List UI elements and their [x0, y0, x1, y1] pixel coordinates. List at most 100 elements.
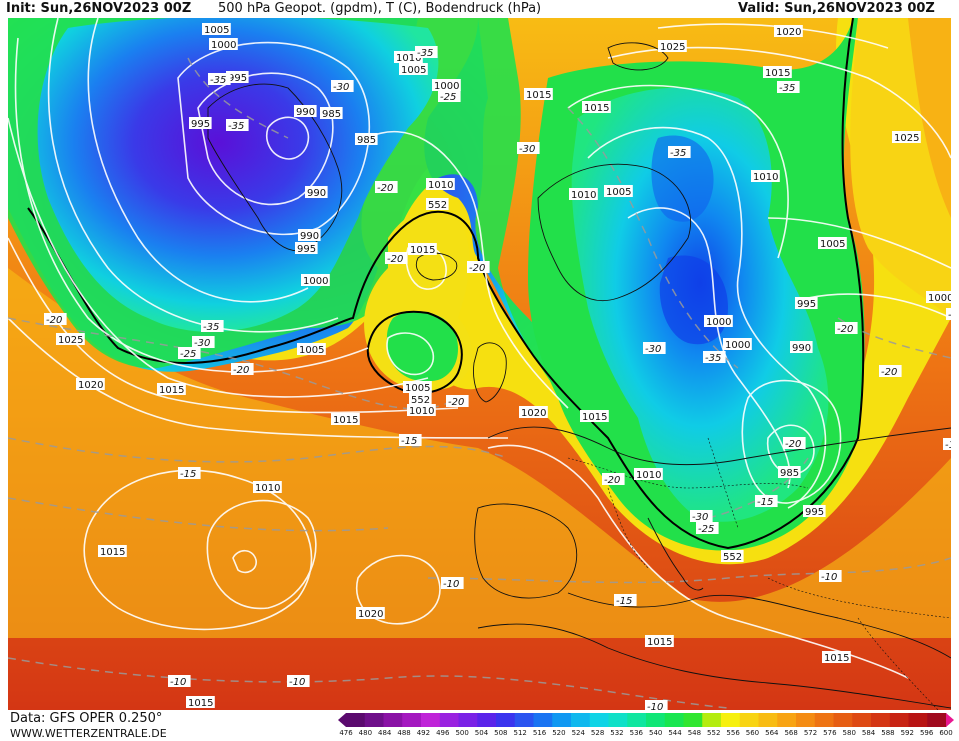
pressure-label-text: 1015 — [333, 415, 358, 426]
legend-tick: 596 — [919, 729, 934, 737]
temperature-label-text: -35 — [203, 322, 219, 333]
temperature-label-text: -20 — [785, 439, 801, 450]
legend-tick: 592 — [900, 729, 914, 737]
borders — [567, 437, 951, 710]
temperature-label-text: -20 — [46, 315, 62, 326]
border — [767, 577, 951, 619]
pressure-label: 985 — [778, 466, 801, 479]
legend-tick: 536 — [629, 729, 643, 737]
pressure-label: 1000 — [301, 274, 330, 287]
temperature-label-text: -30 — [194, 338, 210, 349]
green-cutoff-iceland — [386, 311, 458, 382]
border — [567, 457, 809, 489]
pressure-label-text: 995 — [297, 244, 316, 255]
pressure-label-text: 1015 — [526, 90, 551, 101]
pressure-label: 1000 — [723, 338, 752, 351]
isobar — [87, 18, 309, 303]
pressure-label-text: 1020 — [776, 27, 801, 38]
pressure-label-text: 1025 — [894, 133, 919, 144]
temperature-label: -30 — [192, 336, 215, 349]
temperature-label-text: -20 — [448, 397, 464, 408]
legend-tick: 520 — [552, 729, 566, 737]
coastline-svalbard — [607, 42, 669, 71]
legend-swatch — [346, 713, 366, 727]
temperature-label: -10 — [645, 700, 668, 710]
pressure-label: 1010 — [634, 468, 663, 481]
pressure-label-text: 1005 — [606, 187, 631, 198]
legend-swatch — [439, 713, 459, 727]
pressure-label: 1025 — [658, 40, 687, 53]
legend-tick: 488 — [397, 729, 411, 737]
temperature-label-text: -35 — [210, 75, 226, 86]
isotherm — [187, 57, 289, 139]
temperature-label: -30 — [690, 510, 713, 523]
temperature-label-text: -25 — [180, 349, 196, 360]
pressure-label: 1005 — [202, 23, 231, 36]
pressure-label-text: 985 — [322, 109, 341, 120]
legend-swatch — [627, 713, 647, 727]
legend-tick: 564 — [765, 729, 779, 737]
legend-swatch — [871, 713, 891, 727]
temperature-label: -20 — [44, 313, 67, 326]
legend-swatch — [664, 713, 684, 727]
temperature-label-text: -10 — [945, 440, 951, 451]
legend-swatch — [477, 713, 497, 727]
temperature-label-text: -10 — [821, 572, 837, 583]
temperature-label: -20 — [375, 181, 398, 194]
legend-swatch — [852, 713, 872, 727]
pressure-label: 1010 — [426, 178, 455, 191]
pressure-label: 990 — [298, 229, 321, 242]
temperature-label: -20 — [946, 308, 951, 321]
pressure-label-text: 1010 — [636, 470, 661, 481]
legend-swatch — [589, 713, 609, 727]
pressure-label-text: 1015 — [647, 637, 672, 648]
pressure-label: 1005 — [818, 237, 847, 250]
pressure-labels: 1005 1000 1010 1005 1025 1020 1015 995 1000 1015 1… — [56, 23, 951, 709]
pressure-label: 1000 — [209, 38, 238, 51]
legend-arrow-right — [946, 713, 954, 727]
map-title: 500 hPa Geopot. (gpdm), T (C), Bodendruc… — [218, 1, 542, 16]
temperature-label-text: -30 — [692, 512, 708, 523]
temperature-label-text: -20 — [837, 324, 853, 335]
temperature-label-text: -15 — [616, 596, 632, 607]
temperature-label: -35 — [415, 46, 438, 59]
temperature-label-text: -20 — [881, 367, 897, 378]
legend-swatch — [927, 713, 947, 727]
temperature-label: -25 — [178, 347, 201, 360]
temperature-label-text: -35 — [779, 83, 795, 94]
pressure-label: 1005 — [604, 185, 633, 198]
temperature-label-text: -10 — [647, 702, 663, 710]
pressure-label-text: 1015 — [100, 547, 125, 558]
pressure-label-text: 1005 — [820, 239, 845, 250]
isobar — [767, 217, 951, 269]
pressure-label: 995 — [295, 242, 318, 255]
legend-swatch — [421, 713, 441, 727]
isobar — [8, 237, 459, 414]
temperature-label-text: -35 — [417, 48, 433, 59]
pressure-label: 1015 — [645, 635, 674, 648]
pressure-label: 1025 — [56, 333, 85, 346]
legend-swatch — [608, 713, 628, 727]
pressure-label-text: 985 — [357, 135, 376, 146]
temperature-label: -20 — [602, 473, 625, 486]
pressure-label-text: 552 — [411, 395, 430, 406]
website-credit: WWW.WETTERZENTRALE.DE — [10, 727, 167, 740]
pressure-label-text: 995 — [797, 299, 816, 310]
orange-band — [8, 268, 951, 638]
legend-tick: 504 — [474, 729, 489, 737]
legend-tick: 580 — [842, 729, 856, 737]
pressure-label: 1000 — [432, 79, 461, 92]
data-source: Data: GFS OPER 0.250° — [10, 711, 163, 726]
temperature-label: -20 — [446, 395, 469, 408]
temperature-label: -35 — [226, 119, 249, 132]
isobar — [232, 549, 257, 574]
yellow-band — [8, 18, 951, 565]
pressure-label: 1015 — [186, 696, 215, 709]
temperature-label: -30 — [643, 342, 666, 355]
isobar — [266, 116, 310, 160]
pressure-label: 1010 — [751, 170, 780, 183]
temperature-label: -20 — [467, 261, 490, 274]
pressure-label-text: 1020 — [521, 408, 546, 419]
pressure-label: 990 — [294, 105, 317, 118]
isobars — [8, 18, 951, 679]
